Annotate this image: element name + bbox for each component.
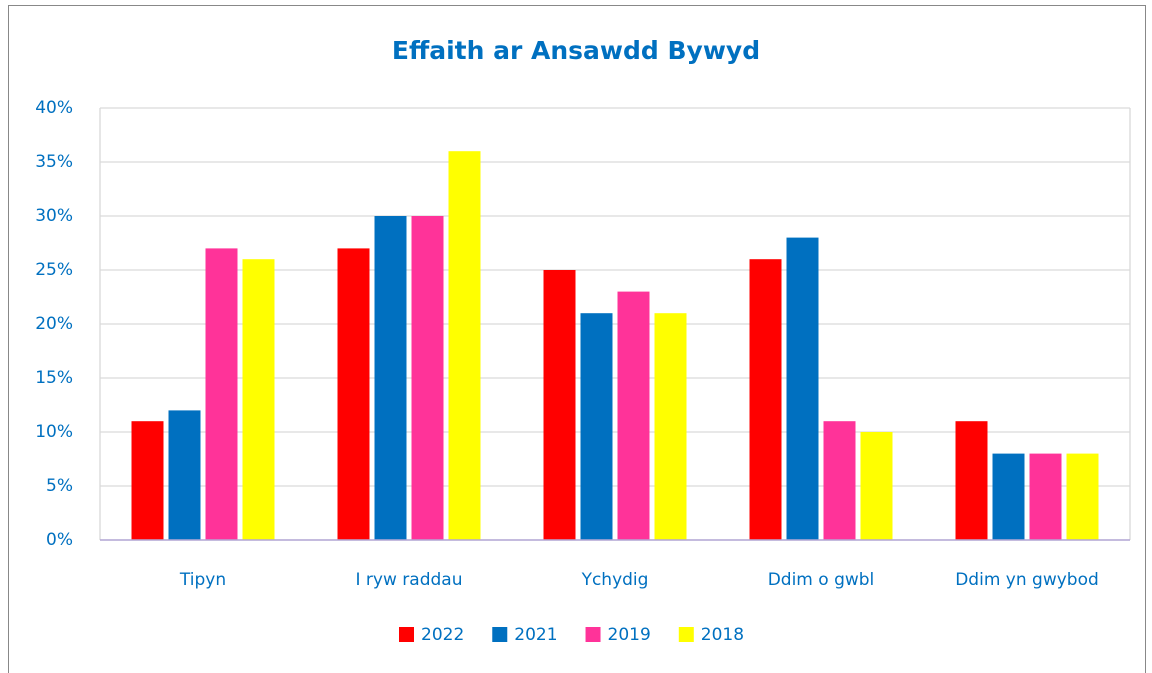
bar: [168, 410, 201, 540]
bar: [131, 421, 164, 540]
bar: [580, 313, 613, 540]
legend-swatch: [678, 627, 694, 642]
bar: [955, 421, 988, 540]
bar: [1066, 453, 1099, 540]
bar: [337, 248, 370, 540]
bar: [543, 270, 576, 540]
x-tick-label: I ryw raddau: [356, 570, 463, 590]
bar: [786, 237, 819, 540]
legend-label: 2021: [514, 625, 557, 645]
legend-label: 2022: [421, 625, 464, 645]
x-tick-label: Ychydig: [581, 570, 649, 590]
y-tick-label: 30%: [35, 206, 73, 226]
y-tick-label: 5%: [46, 476, 73, 496]
y-tick-label: 10%: [35, 422, 73, 442]
chart-border: [8, 5, 1146, 673]
bar: [749, 259, 782, 540]
bar: [205, 248, 238, 540]
x-tick-label: Ddim yn gwybod: [955, 570, 1099, 590]
legend-label: 2018: [701, 625, 744, 645]
bar: [448, 151, 481, 540]
y-tick-label: 15%: [35, 368, 73, 388]
y-tick-label: 20%: [35, 314, 73, 334]
x-tick-label: Ddim o gwbl: [768, 570, 875, 590]
chart-title: Effaith ar Ansawdd Bywyd: [392, 36, 760, 65]
bar: [654, 313, 687, 540]
bar: [860, 432, 893, 540]
legend-swatch: [492, 627, 508, 642]
bar: [242, 259, 275, 540]
y-tick-label: 35%: [35, 152, 73, 172]
bar: [1029, 453, 1062, 540]
y-tick-label: 0%: [46, 530, 73, 550]
bar: [823, 421, 856, 540]
bar: [411, 216, 444, 540]
legend-swatch: [585, 627, 601, 642]
y-tick-label: 25%: [35, 260, 73, 280]
bar: [617, 291, 650, 540]
x-tick-label: Tipyn: [179, 570, 226, 590]
legend-label: 2019: [608, 625, 651, 645]
bar: [992, 453, 1025, 540]
y-tick-label: 40%: [35, 98, 73, 118]
legend-swatch: [399, 627, 414, 642]
bar: [374, 216, 407, 540]
